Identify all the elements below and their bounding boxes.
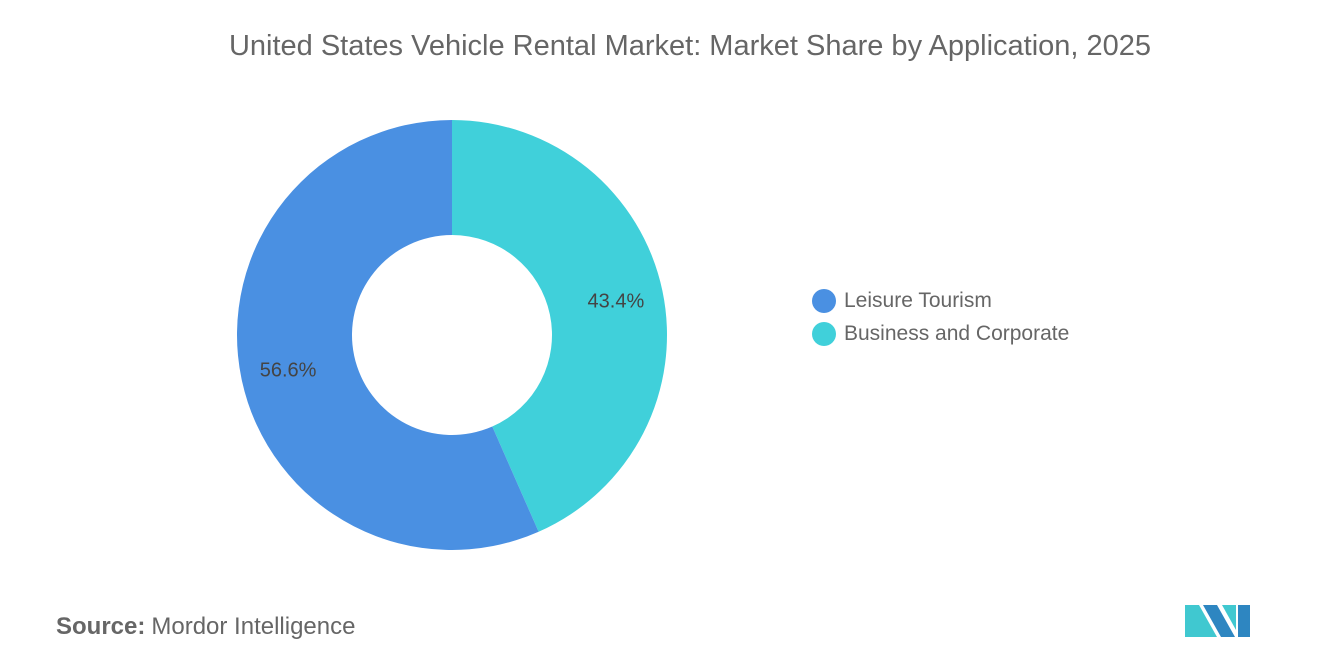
data-label: 56.6% — [260, 359, 317, 381]
legend-swatch — [812, 288, 836, 313]
legend-label: Leisure Tourism — [844, 288, 992, 312]
slice-business-and-corporate — [452, 120, 667, 532]
legend-item-leisure-tourism: Leisure Tourism — [812, 284, 1069, 317]
legend-item-business-and-corporate: Business and Corporate — [812, 317, 1069, 350]
source-label: Source: — [56, 613, 146, 640]
source-value: Mordor Intelligence — [151, 613, 356, 640]
legend-swatch — [812, 321, 836, 346]
legend-label: Business and Corporate — [844, 321, 1070, 345]
slice-leisure-tourism — [237, 120, 539, 550]
legend: Leisure Tourism Business and Corporate — [812, 284, 1069, 350]
source-note: Source: Mordor Intelligence — [56, 613, 355, 641]
chart-title: United States Vehicle Rental Market: Mar… — [228, 30, 1152, 62]
data-label: 43.4% — [588, 291, 645, 313]
